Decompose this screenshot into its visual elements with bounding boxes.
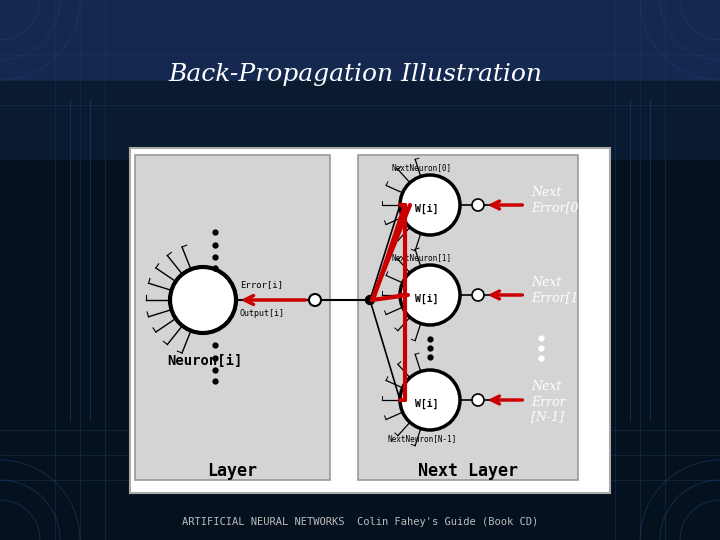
Bar xyxy=(135,155,330,480)
Circle shape xyxy=(472,289,484,301)
Circle shape xyxy=(400,175,460,235)
Circle shape xyxy=(472,394,484,406)
Text: NextNeuron[0]: NextNeuron[0] xyxy=(392,164,452,172)
Bar xyxy=(130,148,610,493)
Circle shape xyxy=(309,294,321,306)
Text: Layer: Layer xyxy=(207,462,258,480)
Circle shape xyxy=(400,370,460,430)
Bar xyxy=(0,80,720,160)
Text: W[i]: W[i] xyxy=(415,204,438,214)
Text: W[i]: W[i] xyxy=(415,294,438,304)
Bar xyxy=(0,0,720,80)
Circle shape xyxy=(472,199,484,211)
Text: Next
Error[1]: Next Error[1] xyxy=(531,276,583,304)
Text: Neuron[i]: Neuron[i] xyxy=(167,354,243,368)
Text: Next
Error[0]: Next Error[0] xyxy=(531,186,583,214)
Text: Back-Propagation Illustration: Back-Propagation Illustration xyxy=(168,64,542,86)
Text: Error[i]: Error[i] xyxy=(240,280,283,289)
Bar xyxy=(358,155,578,480)
Text: NextNeuron[1]: NextNeuron[1] xyxy=(392,253,452,262)
Circle shape xyxy=(366,295,374,305)
Text: NextNeuron[N-1]: NextNeuron[N-1] xyxy=(387,435,456,443)
Circle shape xyxy=(400,265,460,325)
Circle shape xyxy=(170,267,236,333)
Text: Output[i]: Output[i] xyxy=(240,308,285,318)
Text: Next Layer: Next Layer xyxy=(418,462,518,480)
Text: W[i]: W[i] xyxy=(415,399,438,409)
Text: ARTIFICIAL NEURAL NETWORKS  Colin Fahey's Guide (Book CD): ARTIFICIAL NEURAL NETWORKS Colin Fahey's… xyxy=(182,517,538,527)
Text: Next
Error
[N-1]: Next Error [N-1] xyxy=(531,381,566,423)
